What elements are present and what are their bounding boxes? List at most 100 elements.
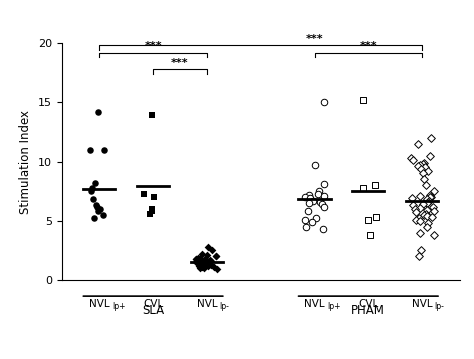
Point — [416, 218, 424, 224]
Point — [204, 259, 212, 265]
Point — [423, 197, 431, 202]
Point — [140, 191, 148, 196]
Point — [421, 164, 429, 171]
Point — [93, 204, 101, 209]
Point — [207, 257, 214, 263]
Point — [208, 248, 216, 253]
Point — [415, 215, 422, 221]
Point — [409, 158, 417, 163]
Point — [430, 232, 438, 238]
Point — [411, 206, 419, 212]
Point — [192, 256, 200, 262]
Point — [422, 211, 430, 216]
Point — [414, 141, 422, 146]
Point — [430, 188, 438, 194]
Point — [309, 219, 316, 225]
Point — [94, 209, 101, 214]
Point — [423, 213, 431, 219]
Point — [417, 248, 425, 253]
Point — [198, 258, 205, 264]
Text: CVL: CVL — [143, 299, 163, 309]
Point — [310, 198, 317, 204]
Point — [302, 224, 310, 230]
Point — [195, 263, 202, 269]
Point — [320, 193, 328, 199]
Point — [212, 253, 220, 259]
Point — [420, 176, 428, 182]
Point — [415, 253, 423, 259]
Point — [320, 181, 328, 187]
Point — [416, 205, 424, 211]
Point — [312, 215, 320, 221]
Point — [412, 217, 420, 223]
Point — [365, 217, 372, 223]
Point — [359, 97, 367, 103]
Point — [320, 204, 328, 209]
Point — [92, 202, 100, 208]
Point — [86, 147, 93, 153]
Point — [208, 262, 215, 267]
Point — [305, 200, 312, 206]
Point — [359, 185, 366, 191]
Point — [306, 195, 313, 201]
Point — [199, 264, 206, 270]
Point — [305, 192, 313, 197]
Point — [419, 201, 427, 207]
Point — [210, 264, 217, 270]
Point — [426, 192, 434, 197]
Point — [213, 266, 221, 272]
Point — [424, 220, 432, 226]
Point — [416, 193, 424, 199]
Point — [412, 210, 420, 215]
Text: ***: *** — [171, 58, 189, 68]
Point — [311, 162, 319, 168]
Point — [316, 199, 324, 205]
Point — [424, 224, 431, 230]
Point — [148, 209, 155, 214]
Text: NVL: NVL — [197, 299, 217, 309]
Point — [416, 230, 424, 236]
Point — [194, 255, 202, 260]
Point — [420, 212, 428, 218]
Point — [367, 232, 374, 238]
Point — [207, 258, 215, 264]
Point — [426, 153, 434, 159]
Point — [201, 261, 209, 266]
Point — [430, 209, 438, 214]
Point — [423, 200, 431, 206]
Point — [90, 215, 97, 221]
Text: lp+: lp+ — [112, 302, 125, 311]
Text: NVL: NVL — [89, 299, 109, 309]
Point — [192, 259, 200, 265]
Point — [304, 209, 312, 214]
Point — [202, 256, 210, 262]
Point — [416, 162, 424, 168]
Point — [99, 212, 107, 218]
Text: lp-: lp- — [435, 302, 445, 311]
Text: NVL: NVL — [304, 299, 325, 309]
Point — [88, 188, 95, 194]
Point — [301, 194, 309, 200]
Text: ***: *** — [359, 41, 377, 51]
Text: ***: *** — [144, 41, 162, 51]
Text: CVL: CVL — [358, 299, 378, 309]
Point — [424, 199, 431, 205]
Point — [320, 99, 328, 105]
Point — [424, 168, 431, 174]
Point — [419, 171, 426, 176]
Point — [202, 257, 210, 263]
Point — [192, 256, 200, 262]
Point — [196, 255, 204, 260]
Point — [90, 197, 97, 202]
Point — [408, 155, 415, 161]
Point — [428, 135, 435, 141]
Point — [204, 263, 212, 269]
Point — [96, 206, 104, 212]
Text: lp-: lp- — [219, 302, 229, 311]
Point — [146, 211, 154, 216]
Point — [201, 265, 208, 271]
Point — [319, 226, 327, 232]
Point — [420, 160, 428, 165]
Point — [150, 194, 158, 200]
Point — [414, 163, 422, 169]
